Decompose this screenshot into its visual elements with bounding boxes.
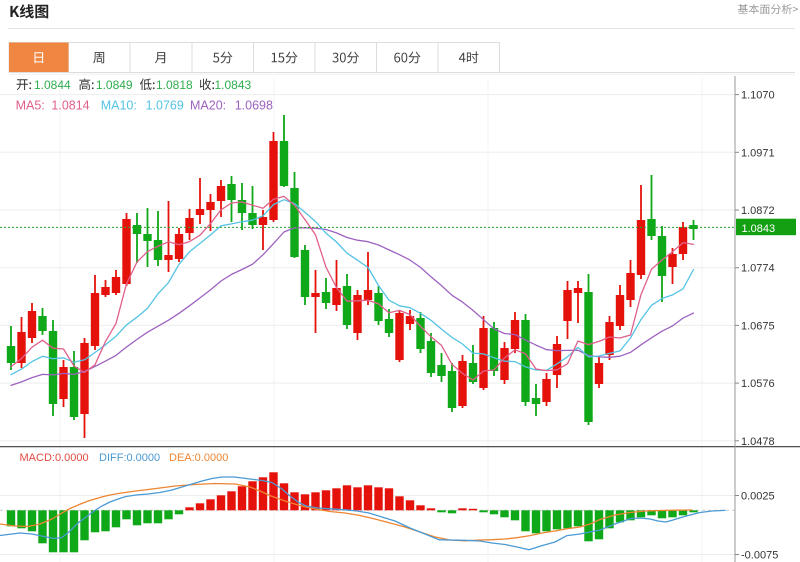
svg-text:-0.0075: -0.0075 [741, 550, 778, 562]
svg-text:1.0844: 1.0844 [34, 78, 71, 92]
svg-text:DIFF:0.0000: DIFF:0.0000 [99, 452, 160, 464]
svg-text:MA5:: MA5: [16, 99, 45, 113]
svg-text:1.0774: 1.0774 [741, 263, 775, 275]
svg-text:1.0849: 1.0849 [96, 78, 133, 92]
svg-text:1.0814: 1.0814 [51, 99, 89, 113]
svg-text:MACD:0.0000: MACD:0.0000 [20, 452, 89, 464]
svg-text:1.0769: 1.0769 [146, 99, 184, 113]
svg-text:MA10:: MA10: [101, 99, 137, 113]
svg-text:1.0971: 1.0971 [741, 147, 775, 159]
svg-text:1.0698: 1.0698 [235, 99, 273, 113]
svg-text:1.0843: 1.0843 [742, 223, 776, 235]
svg-text:1.0478: 1.0478 [741, 436, 775, 448]
svg-text:1.0675: 1.0675 [741, 320, 775, 332]
svg-text:1.0843: 1.0843 [215, 78, 252, 92]
svg-text:0.0025: 0.0025 [741, 491, 775, 503]
svg-text:1.1070: 1.1070 [741, 90, 775, 102]
svg-text:1.0818: 1.0818 [156, 78, 193, 92]
svg-text:1.0576: 1.0576 [741, 378, 775, 390]
svg-text:MA20:: MA20: [190, 99, 226, 113]
svg-text:1.0872: 1.0872 [741, 205, 775, 217]
svg-text:DEA:0.0000: DEA:0.0000 [169, 452, 228, 464]
